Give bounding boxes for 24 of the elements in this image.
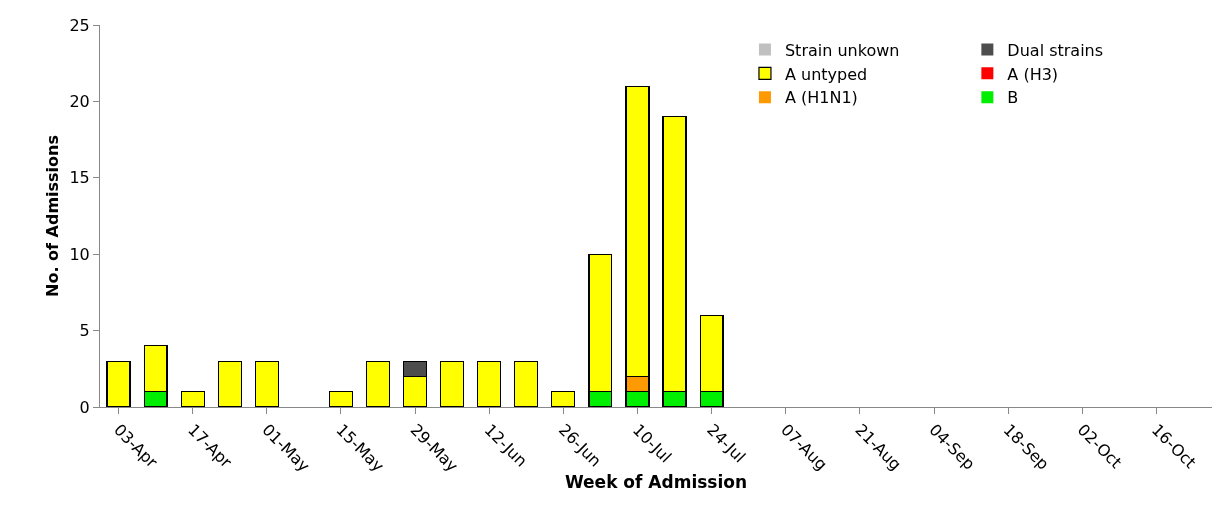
bar	[217, 360, 242, 407]
bar	[254, 360, 279, 407]
legend-label: A (H3)	[1007, 64, 1059, 84]
y-tick-label: 20	[69, 92, 90, 111]
legend-label: B	[1007, 88, 1019, 108]
x-axis-title: Week of Admission	[564, 472, 748, 493]
legend-label: Dual strains	[1007, 40, 1104, 60]
y-tick-label: 15	[69, 168, 90, 188]
bar	[514, 360, 539, 407]
y-axis-title: No. of Admissions	[43, 135, 62, 297]
bar	[180, 391, 205, 407]
y-tick-label: 25	[69, 15, 90, 35]
bar	[328, 391, 354, 407]
bar	[106, 360, 131, 407]
bar	[477, 360, 502, 407]
legend-label: A untyped	[784, 64, 868, 84]
y-tick-label: 10	[69, 244, 90, 264]
legend-label: A (H1N1)	[784, 88, 858, 108]
bar	[365, 360, 391, 407]
bar	[440, 360, 465, 407]
bar	[551, 391, 576, 407]
y-tick-label: 5	[79, 321, 90, 341]
legend-label: Strain unkown	[784, 40, 900, 60]
y-tick-label: 0	[79, 397, 90, 417]
